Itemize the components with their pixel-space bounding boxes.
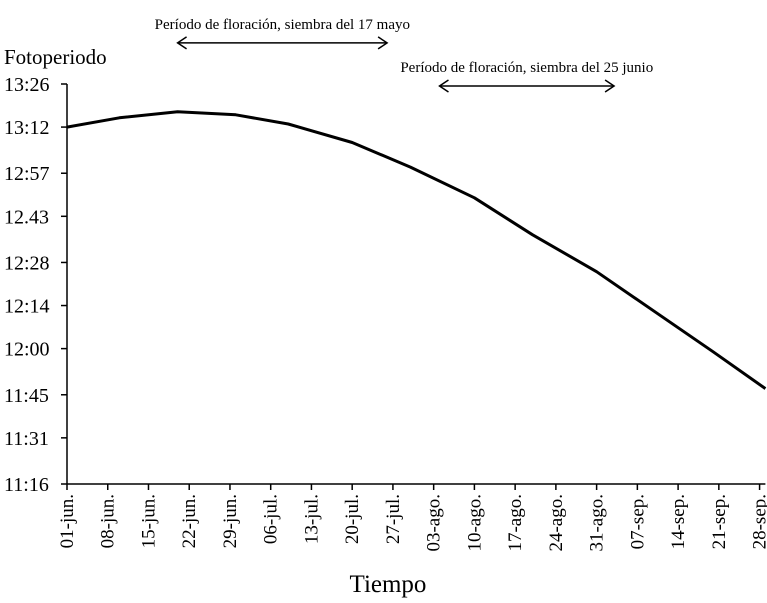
y-tick-label: 11:16 xyxy=(4,474,49,496)
y-axis: 13:26 13:12 12:57 12.43 12:28 12:14 12:00 11:45… xyxy=(4,74,67,496)
x-tick-label: 08-jun. xyxy=(98,494,119,548)
y-tick-label: 11:31 xyxy=(4,428,49,450)
x-tick-label: 06-jul. xyxy=(261,494,282,544)
x-axis: 01-jun. 08-jun. 15-jun. 22-jun. 29-jun. 06-ju… xyxy=(57,484,767,552)
y-tick-label: 11:45 xyxy=(4,385,49,407)
x-tick-label: 15-jun. xyxy=(138,494,159,548)
x-tick-label: 03-ago. xyxy=(424,494,445,552)
x-tick-label: 14-sep. xyxy=(668,494,689,549)
x-axis-label: Tiempo xyxy=(350,571,427,598)
y-tick-label: 12:28 xyxy=(4,252,50,274)
x-tick-label: 21-sep. xyxy=(709,494,730,549)
y-tick-label: 12:00 xyxy=(4,339,50,361)
x-tick-label: 29-jun. xyxy=(220,494,241,548)
annotations: Período de floración, siembra del 17 may… xyxy=(155,17,653,93)
arrow-head-left xyxy=(176,36,187,50)
y-tick-label: 13:26 xyxy=(4,74,50,96)
x-tick-label: 22-jun. xyxy=(179,494,200,548)
arrow-head-left xyxy=(438,79,449,93)
x-tick-label: 13-jul. xyxy=(301,494,322,544)
arrow-head-right xyxy=(604,79,616,93)
x-tick-label: 10-ago. xyxy=(464,494,485,552)
y-tick-label: 12:14 xyxy=(4,296,50,318)
annotation-label: Período de floración, siembra del 17 may… xyxy=(155,17,410,33)
series-line xyxy=(66,110,767,390)
x-tick-label: 07-sep. xyxy=(627,494,648,549)
annotation-label: Período de floración, siembra del 25 jun… xyxy=(400,60,653,76)
y-tick-label: 13:12 xyxy=(4,117,50,139)
x-tick-label: 20-jul. xyxy=(342,494,363,544)
y-axis-label: Fotoperiodo xyxy=(4,45,107,69)
x-tick-label: 28-sep. xyxy=(750,494,767,549)
y-tick-label: 12:57 xyxy=(4,163,50,185)
x-tick-label: 01-jun. xyxy=(57,494,78,548)
x-tick-label: 24-ago. xyxy=(546,494,567,552)
arrow-head-right xyxy=(377,36,389,50)
x-tick-label: 27-jul. xyxy=(383,494,404,544)
y-tick-label: 12.43 xyxy=(4,206,49,228)
x-tick-label: 31-ago. xyxy=(587,494,608,552)
x-tick-label: 17-ago. xyxy=(505,494,526,552)
